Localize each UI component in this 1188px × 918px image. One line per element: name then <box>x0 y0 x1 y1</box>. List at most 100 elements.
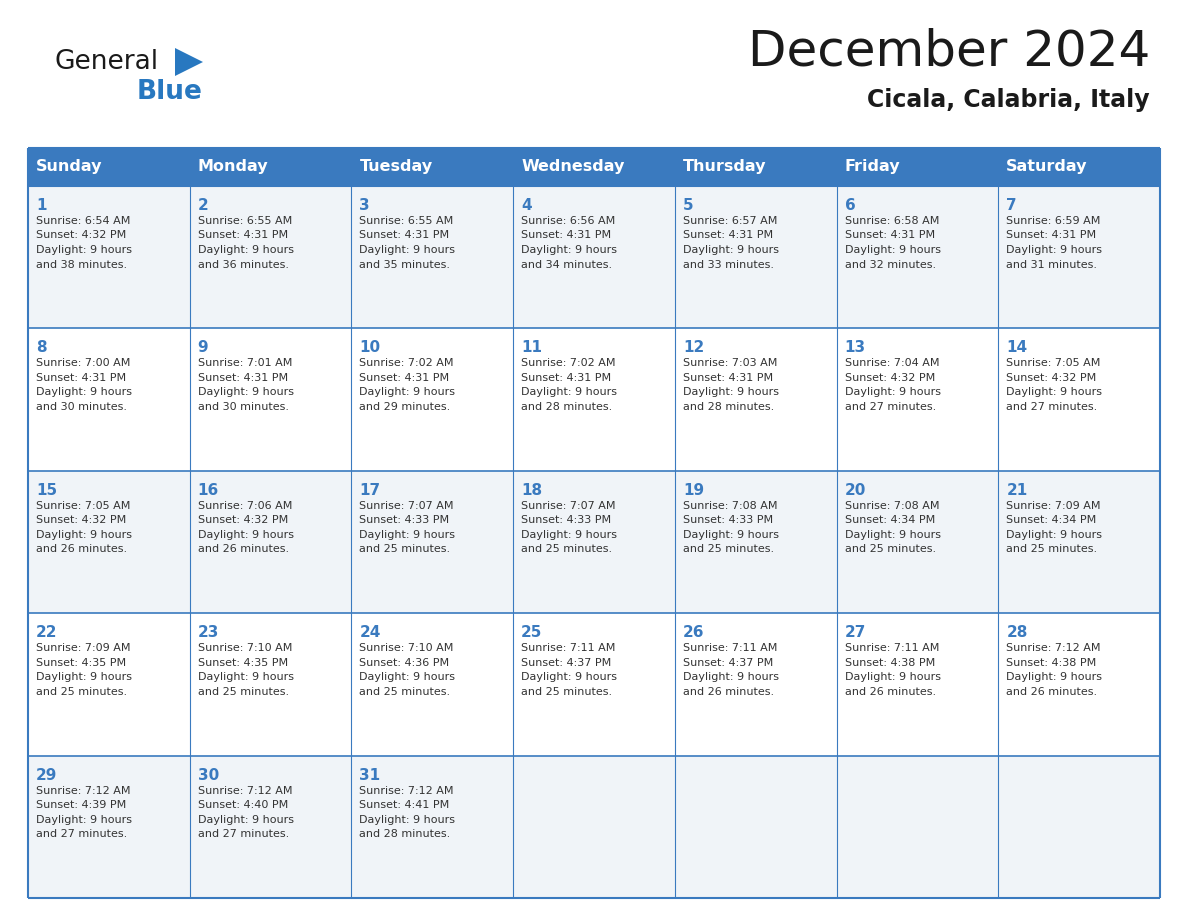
Text: 11: 11 <box>522 341 542 355</box>
Text: Daylight: 9 hours: Daylight: 9 hours <box>360 672 455 682</box>
Text: Sunset: 4:33 PM: Sunset: 4:33 PM <box>683 515 773 525</box>
Text: Sunset: 4:38 PM: Sunset: 4:38 PM <box>845 657 935 667</box>
Text: and 38 minutes.: and 38 minutes. <box>36 260 127 270</box>
Text: Sunset: 4:34 PM: Sunset: 4:34 PM <box>1006 515 1097 525</box>
Text: Sunrise: 7:00 AM: Sunrise: 7:00 AM <box>36 358 131 368</box>
Text: Sunrise: 7:04 AM: Sunrise: 7:04 AM <box>845 358 939 368</box>
Text: 29: 29 <box>36 767 57 783</box>
Text: and 36 minutes.: and 36 minutes. <box>197 260 289 270</box>
Polygon shape <box>175 48 203 76</box>
Text: Sunset: 4:34 PM: Sunset: 4:34 PM <box>845 515 935 525</box>
Text: Daylight: 9 hours: Daylight: 9 hours <box>1006 530 1102 540</box>
Text: Sunset: 4:32 PM: Sunset: 4:32 PM <box>36 515 126 525</box>
Text: Daylight: 9 hours: Daylight: 9 hours <box>1006 672 1102 682</box>
Text: 23: 23 <box>197 625 219 640</box>
Text: Daylight: 9 hours: Daylight: 9 hours <box>36 245 132 255</box>
Text: 31: 31 <box>360 767 380 783</box>
Text: Sunrise: 7:07 AM: Sunrise: 7:07 AM <box>522 501 615 510</box>
Text: Daylight: 9 hours: Daylight: 9 hours <box>522 245 617 255</box>
Text: Sunset: 4:31 PM: Sunset: 4:31 PM <box>522 230 612 241</box>
Text: 7: 7 <box>1006 198 1017 213</box>
Text: Friday: Friday <box>845 160 901 174</box>
Text: Sunrise: 7:08 AM: Sunrise: 7:08 AM <box>845 501 939 510</box>
Text: Blue: Blue <box>137 79 203 105</box>
Text: 17: 17 <box>360 483 380 498</box>
Text: Sunset: 4:31 PM: Sunset: 4:31 PM <box>683 373 773 383</box>
Text: Daylight: 9 hours: Daylight: 9 hours <box>683 530 779 540</box>
Text: Sunset: 4:36 PM: Sunset: 4:36 PM <box>360 657 449 667</box>
Text: Sunrise: 7:01 AM: Sunrise: 7:01 AM <box>197 358 292 368</box>
Text: Daylight: 9 hours: Daylight: 9 hours <box>683 245 779 255</box>
Text: and 26 minutes.: and 26 minutes. <box>1006 687 1098 697</box>
Text: Sunrise: 7:05 AM: Sunrise: 7:05 AM <box>36 501 131 510</box>
Text: and 32 minutes.: and 32 minutes. <box>845 260 936 270</box>
Text: and 28 minutes.: and 28 minutes. <box>522 402 612 412</box>
Text: Sunrise: 7:03 AM: Sunrise: 7:03 AM <box>683 358 777 368</box>
Text: Sunset: 4:31 PM: Sunset: 4:31 PM <box>845 230 935 241</box>
Text: 27: 27 <box>845 625 866 640</box>
Text: Saturday: Saturday <box>1006 160 1088 174</box>
Text: Daylight: 9 hours: Daylight: 9 hours <box>197 814 293 824</box>
Text: Sunset: 4:32 PM: Sunset: 4:32 PM <box>1006 373 1097 383</box>
Text: Daylight: 9 hours: Daylight: 9 hours <box>197 530 293 540</box>
Text: Daylight: 9 hours: Daylight: 9 hours <box>36 814 132 824</box>
Text: Sunday: Sunday <box>36 160 102 174</box>
Text: Sunrise: 7:02 AM: Sunrise: 7:02 AM <box>522 358 615 368</box>
Text: Daylight: 9 hours: Daylight: 9 hours <box>360 814 455 824</box>
Text: Sunset: 4:38 PM: Sunset: 4:38 PM <box>1006 657 1097 667</box>
Text: Sunset: 4:37 PM: Sunset: 4:37 PM <box>522 657 612 667</box>
Text: Sunrise: 7:09 AM: Sunrise: 7:09 AM <box>36 644 131 654</box>
Text: and 30 minutes.: and 30 minutes. <box>197 402 289 412</box>
Text: 28: 28 <box>1006 625 1028 640</box>
Text: 1: 1 <box>36 198 46 213</box>
Text: and 26 minutes.: and 26 minutes. <box>845 687 936 697</box>
Bar <box>29 613 1159 756</box>
Text: Sunset: 4:33 PM: Sunset: 4:33 PM <box>522 515 612 525</box>
Text: Sunrise: 6:59 AM: Sunrise: 6:59 AM <box>1006 216 1100 226</box>
Text: Daylight: 9 hours: Daylight: 9 hours <box>1006 245 1102 255</box>
Text: and 25 minutes.: and 25 minutes. <box>522 544 612 554</box>
Text: and 33 minutes.: and 33 minutes. <box>683 260 773 270</box>
Text: and 25 minutes.: and 25 minutes. <box>1006 544 1098 554</box>
Bar <box>29 148 1159 186</box>
Text: and 35 minutes.: and 35 minutes. <box>360 260 450 270</box>
Text: Sunset: 4:39 PM: Sunset: 4:39 PM <box>36 800 126 810</box>
Text: 24: 24 <box>360 625 381 640</box>
Text: Daylight: 9 hours: Daylight: 9 hours <box>522 387 617 397</box>
Text: 3: 3 <box>360 198 369 213</box>
Text: 21: 21 <box>1006 483 1028 498</box>
Text: 12: 12 <box>683 341 704 355</box>
Text: Sunrise: 6:57 AM: Sunrise: 6:57 AM <box>683 216 777 226</box>
Text: Daylight: 9 hours: Daylight: 9 hours <box>845 530 941 540</box>
Bar <box>29 471 1159 613</box>
Text: Sunset: 4:31 PM: Sunset: 4:31 PM <box>197 373 287 383</box>
Text: Daylight: 9 hours: Daylight: 9 hours <box>36 387 132 397</box>
Text: 18: 18 <box>522 483 542 498</box>
Text: Sunrise: 7:11 AM: Sunrise: 7:11 AM <box>522 644 615 654</box>
Text: Sunrise: 7:05 AM: Sunrise: 7:05 AM <box>1006 358 1100 368</box>
Text: and 25 minutes.: and 25 minutes. <box>36 687 127 697</box>
Text: Daylight: 9 hours: Daylight: 9 hours <box>522 530 617 540</box>
Text: Sunrise: 6:54 AM: Sunrise: 6:54 AM <box>36 216 131 226</box>
Text: Sunrise: 7:07 AM: Sunrise: 7:07 AM <box>360 501 454 510</box>
Text: Sunrise: 7:11 AM: Sunrise: 7:11 AM <box>683 644 777 654</box>
Text: Sunrise: 7:12 AM: Sunrise: 7:12 AM <box>197 786 292 796</box>
Text: and 26 minutes.: and 26 minutes. <box>683 687 775 697</box>
Text: 22: 22 <box>36 625 57 640</box>
Text: Daylight: 9 hours: Daylight: 9 hours <box>522 672 617 682</box>
Text: Daylight: 9 hours: Daylight: 9 hours <box>360 387 455 397</box>
Text: Sunset: 4:31 PM: Sunset: 4:31 PM <box>197 230 287 241</box>
Text: 5: 5 <box>683 198 694 213</box>
Text: and 25 minutes.: and 25 minutes. <box>197 687 289 697</box>
Text: Sunrise: 7:09 AM: Sunrise: 7:09 AM <box>1006 501 1101 510</box>
Text: and 31 minutes.: and 31 minutes. <box>1006 260 1098 270</box>
Text: Daylight: 9 hours: Daylight: 9 hours <box>845 245 941 255</box>
Text: Cicala, Calabria, Italy: Cicala, Calabria, Italy <box>867 88 1150 112</box>
Text: and 28 minutes.: and 28 minutes. <box>360 829 450 839</box>
Text: Daylight: 9 hours: Daylight: 9 hours <box>36 672 132 682</box>
Text: Daylight: 9 hours: Daylight: 9 hours <box>845 672 941 682</box>
Text: Sunset: 4:31 PM: Sunset: 4:31 PM <box>522 373 612 383</box>
Text: Wednesday: Wednesday <box>522 160 625 174</box>
Text: 14: 14 <box>1006 341 1028 355</box>
Bar <box>29 329 1159 471</box>
